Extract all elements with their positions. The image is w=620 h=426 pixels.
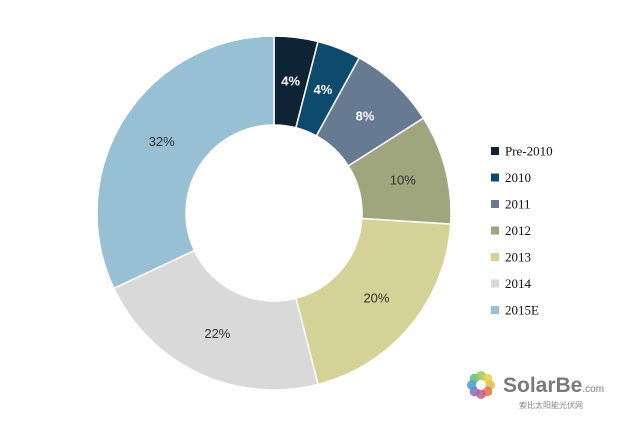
legend-swatch-2015e [491,306,499,314]
legend-item-2014: 2014 [491,276,532,291]
legend: Pre-2010 2010 2011 2012 2013 2014 2015E [491,144,553,318]
legend-label-2014: 2014 [505,276,532,291]
slice-label-2011: 8% [356,109,375,124]
flower-logo-icon [467,371,495,399]
slice-label-pre-2010: 4% [281,74,300,89]
legend-label-pre-2010: Pre-2010 [505,144,553,159]
legend-item-2015e: 2015E [491,303,539,318]
legend-item-2013: 2013 [491,250,531,265]
solarbe-watermark: SolarBe.com 索比太阳能光伏网 [467,371,604,410]
legend-swatch-2012 [491,226,499,235]
watermark-brand-main: SolarBe [503,374,582,397]
legend-label-2013: 2013 [505,250,531,265]
slice-label-2013: 20% [363,290,389,305]
logo-center [476,380,486,390]
watermark-brand: SolarBe.com [503,374,604,397]
legend-label-2011: 2011 [505,197,531,212]
legend-label-2012: 2012 [505,223,531,238]
slice-2014 [112,249,319,391]
legend-item-2012: 2012 [491,223,531,238]
legend-swatch-2010 [491,173,499,182]
donut-slices [96,35,452,391]
legend-swatch-2011 [491,200,499,208]
legend-swatch-2014 [491,279,499,288]
slice-2015e [96,35,275,290]
slice-label-2010: 4% [314,82,333,97]
legend-item-2010: 2010 [491,170,531,185]
legend-swatch-2013 [491,253,499,261]
watermark-brand-domain: .com [582,384,604,395]
slice-labels: 4% 4% 8% 10% 20% 22% 32% [149,74,417,341]
slice-label-2015e: 32% [149,134,175,149]
logo-petal [482,373,493,384]
legend-item-2011: 2011 [491,197,531,212]
legend-item-pre-2010: Pre-2010 [491,144,553,159]
legend-swatch-pre-2010 [491,147,499,155]
legend-label-2015e: 2015E [505,303,539,318]
slice-label-2014: 22% [204,326,230,341]
slice-label-2012: 10% [390,172,416,187]
slice-2013 [294,217,452,386]
watermark-tagline: 索比太阳能光伏网 [519,400,583,410]
legend-label-2010: 2010 [505,170,531,185]
